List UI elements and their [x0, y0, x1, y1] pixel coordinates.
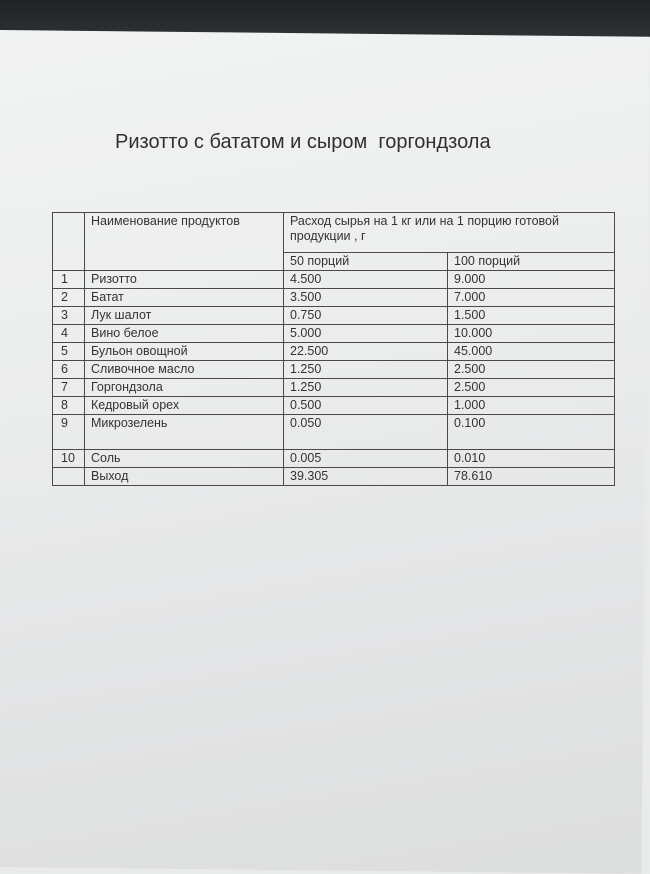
value-100-portions: 1.000 [447, 396, 615, 415]
product-name: Вино белое [84, 324, 284, 343]
product-name: Микрозелень [84, 414, 284, 450]
total-number-cell [52, 467, 85, 486]
product-name: Кедровый орех [84, 396, 284, 415]
product-name: Соль [84, 449, 284, 468]
value-100-portions: 7.000 [447, 288, 615, 307]
value-100-portions: 2.500 [447, 378, 615, 397]
row-number: 3 [52, 306, 85, 325]
product-name: Ризотто [84, 270, 284, 289]
row-number: 1 [52, 270, 85, 289]
value-50-portions: 1.250 [283, 378, 448, 397]
value-50-portions: 5.000 [283, 324, 448, 343]
table-row: 8 Кедровый орех 0.500 1.000 [52, 396, 615, 415]
table-row: 2 Батат 3.500 7.000 [52, 288, 615, 307]
total-row: Выход 39.305 78.610 [52, 467, 615, 486]
header-number-cell [52, 212, 85, 271]
header-product-name: Наименование продуктов [84, 212, 284, 271]
document-title: Ризотто с бататом и сыром горгондзола [115, 131, 491, 153]
value-100-portions: 0.100 [447, 414, 615, 450]
row-number: 7 [52, 378, 85, 397]
value-50-portions: 0.050 [283, 414, 448, 450]
table-row: 10 Соль 0.005 0.010 [52, 449, 615, 468]
value-50-portions: 0.005 [283, 449, 448, 468]
value-100-portions: 45.000 [447, 342, 615, 361]
value-50-portions: 4.500 [283, 270, 448, 289]
row-number: 6 [52, 360, 85, 379]
header-50-portions: 50 порций [283, 252, 448, 271]
row-number: 4 [52, 324, 85, 343]
product-name: Батат [84, 288, 284, 307]
row-number: 2 [52, 288, 85, 307]
row-number: 9 [52, 414, 85, 450]
row-number: 10 [52, 449, 85, 468]
table-header-row: Наименование продуктов Расход сырья на 1… [52, 212, 615, 271]
value-50-portions: 0.500 [283, 396, 448, 415]
total-50-portions: 39.305 [283, 467, 448, 486]
table-row: 5 Бульон овощной 22.500 45.000 [52, 342, 615, 361]
product-name: Лук шалот [84, 306, 284, 325]
product-name: Сливочное масло [84, 360, 284, 379]
value-50-portions: 22.500 [283, 342, 448, 361]
value-100-portions: 10.000 [447, 324, 615, 343]
table-row: 6 Сливочное масло 1.250 2.500 [52, 360, 615, 379]
value-100-portions: 9.000 [447, 270, 615, 289]
value-100-portions: 1.500 [447, 306, 615, 325]
table-row: 3 Лук шалот 0.750 1.500 [52, 306, 615, 325]
value-100-portions: 2.500 [447, 360, 615, 379]
header-consumption: Расход сырья на 1 кг или на 1 порцию гот… [283, 212, 615, 253]
product-name: Горгондзола [84, 378, 284, 397]
ingredients-table: Наименование продуктов Расход сырья на 1… [52, 212, 615, 486]
value-100-portions: 0.010 [447, 449, 615, 468]
value-50-portions: 3.500 [283, 288, 448, 307]
row-number: 5 [52, 342, 85, 361]
product-name: Бульон овощной [84, 342, 284, 361]
row-number: 8 [52, 396, 85, 415]
table-row: 4 Вино белое 5.000 10.000 [52, 324, 615, 343]
value-50-portions: 1.250 [283, 360, 448, 379]
value-50-portions: 0.750 [283, 306, 448, 325]
table-row: 7 Горгондзола 1.250 2.500 [52, 378, 615, 397]
table-row: 1 Ризотто 4.500 9.000 [52, 270, 615, 289]
total-label: Выход [84, 467, 284, 486]
header-100-portions: 100 порций [447, 252, 615, 271]
table-row: 9 Микрозелень 0.050 0.100 [52, 414, 615, 450]
total-100-portions: 78.610 [447, 467, 615, 486]
